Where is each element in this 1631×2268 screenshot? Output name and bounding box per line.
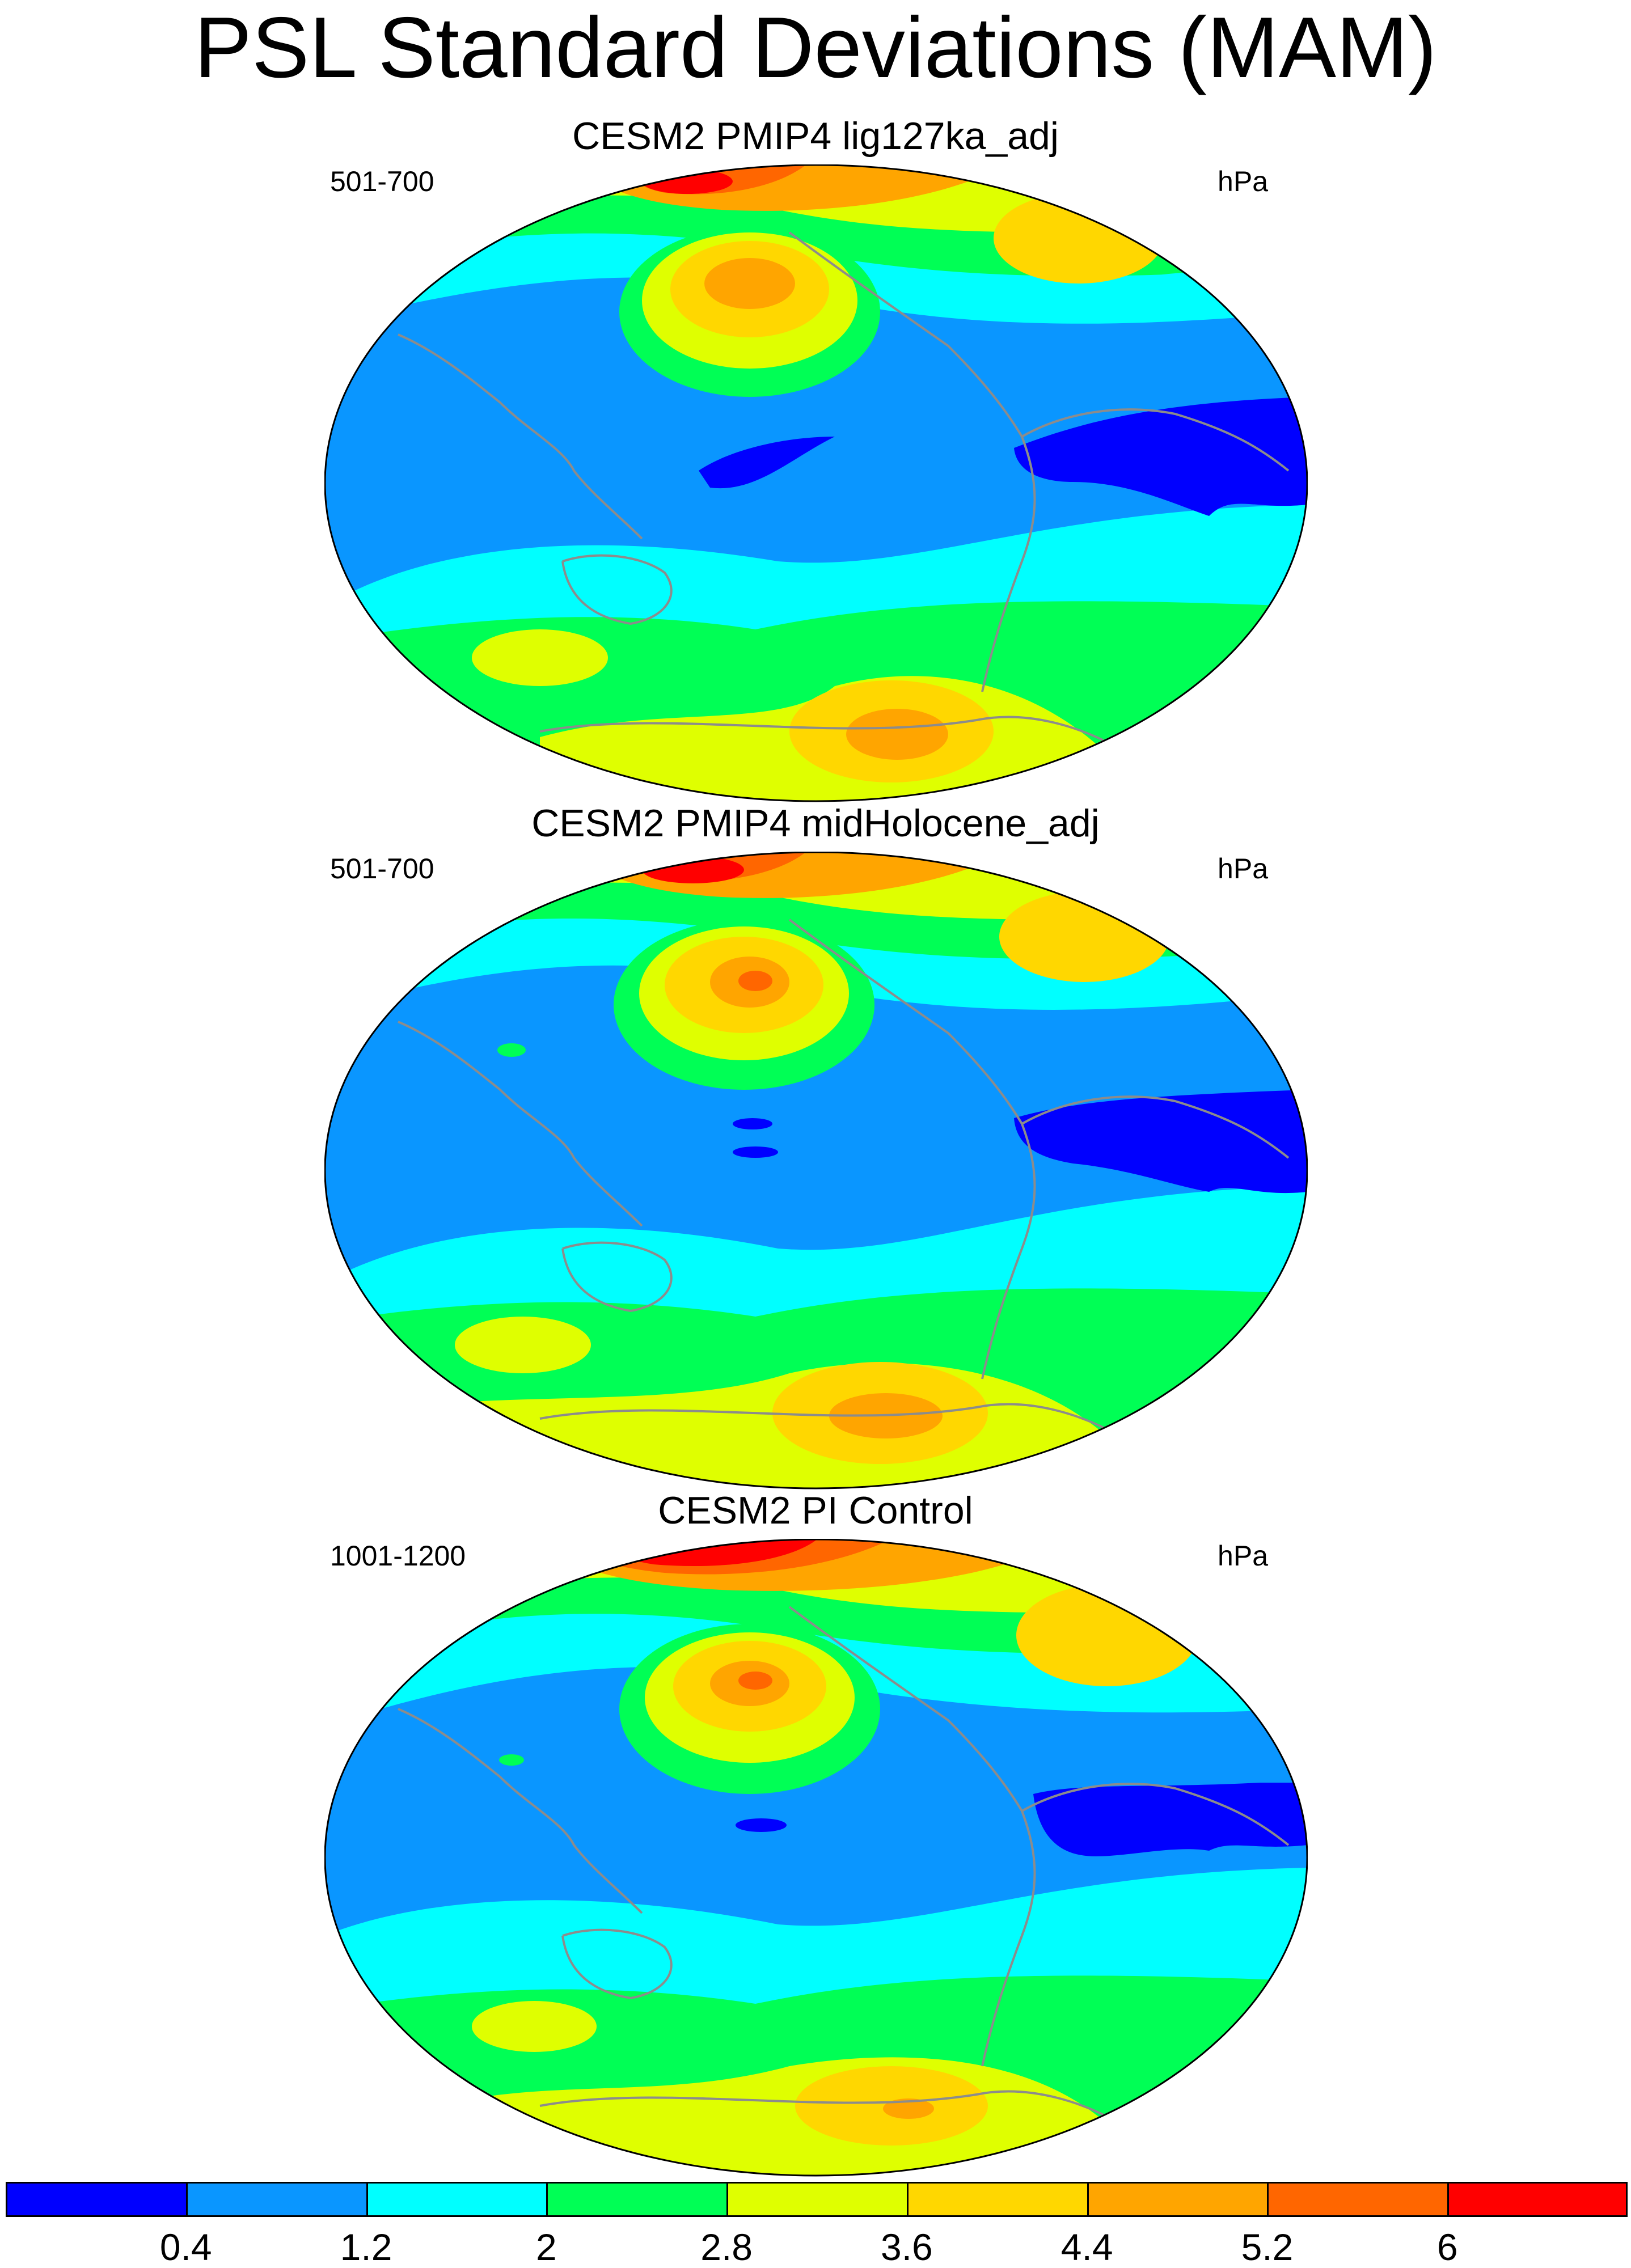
contour-band-2.8-3.6 xyxy=(472,2001,597,2052)
contour-band-2-2.8 xyxy=(497,1043,526,1057)
contour-band-1.2-2 xyxy=(1113,272,1294,318)
labelbar-tick-label: 3.6 xyxy=(881,2226,933,2268)
contour-band-lt-0.4 xyxy=(1014,1090,1308,1194)
psl-std-map xyxy=(324,1539,1308,2177)
labelbar-tick-label: 0.4 xyxy=(159,2226,212,2268)
contour-band-2-2.8 xyxy=(499,1754,524,1766)
contour-band-5.2-6 xyxy=(738,971,772,991)
contour-band-lt-0.4 xyxy=(1014,397,1308,516)
coastlines xyxy=(398,231,1290,750)
contour-band-5.2-6 xyxy=(738,1672,772,1690)
units-label: hPa xyxy=(1218,853,1268,885)
map-outline xyxy=(324,1539,1308,2177)
map-panel-lig127ka: CESM2 PMIP4 lig127ka_adj 501-700 hPa xyxy=(0,113,1631,802)
color-labelbar xyxy=(6,2182,1628,2219)
contour-band-lt-0.4 xyxy=(733,1118,772,1129)
labelbar-tick-label: 2 xyxy=(535,2226,557,2268)
contour-band-2.8-3.6 xyxy=(455,1317,591,1373)
contour-band-3.6-4.4 xyxy=(1016,1584,1198,1686)
labelbar-color-box xyxy=(726,2182,907,2217)
labelbar-tick-label: 2.8 xyxy=(700,2226,753,2268)
contour-band-3.6-4.4 xyxy=(999,891,1169,982)
contour-band-lt-0.4 xyxy=(1033,1783,1308,1856)
contour-band-lt-0.4 xyxy=(736,1818,787,1832)
contour-band-3.6-4.4 xyxy=(994,193,1164,284)
labelbar-tick-label: 1.2 xyxy=(340,2226,392,2268)
coastlines xyxy=(398,919,1290,1437)
map-outline xyxy=(324,164,1308,802)
labelbar-tick-label: 5.2 xyxy=(1241,2226,1294,2268)
labelbar-color-box xyxy=(546,2182,727,2217)
labelbar-color-box xyxy=(6,2182,186,2217)
year-range-label: 1001-1200 xyxy=(330,1540,466,1572)
psl-std-map xyxy=(324,852,1308,1490)
contour-band-4.4-5.2 xyxy=(883,2098,934,2119)
contour-band-gt-6 xyxy=(642,169,733,194)
labelbar-color-box xyxy=(906,2182,1087,2217)
contour-band-lt-0.4 xyxy=(733,1146,778,1158)
contour-band-lt-0.4 xyxy=(699,437,835,489)
contour-band-4.4-5.2 xyxy=(846,709,948,760)
coastlines xyxy=(398,1606,1290,2124)
year-range-label: 501-700 xyxy=(330,166,434,197)
map-outline xyxy=(324,852,1308,1490)
panel-title: CESM2 PI Control xyxy=(658,1489,973,1532)
labelbar-tick-label: 6 xyxy=(1436,2226,1458,2268)
labelbar-color-box xyxy=(1087,2182,1267,2217)
units-label: hPa xyxy=(1218,166,1268,197)
labelbar-tick-label: 4.4 xyxy=(1060,2226,1113,2268)
map-panel-pi-control: CESM2 PI Control 1001-1200 hPa xyxy=(0,1488,1631,2177)
panel-title: CESM2 PMIP4 lig127ka_adj xyxy=(572,115,1059,158)
year-range-label: 501-700 xyxy=(330,853,434,885)
labelbar-color-box xyxy=(1267,2182,1448,2217)
contour-band-4.4-5.2 xyxy=(704,258,795,309)
units-label: hPa xyxy=(1218,1540,1268,1572)
labelbar-color-box xyxy=(366,2182,547,2217)
panel-title: CESM2 PMIP4 midHolocene_adj xyxy=(531,802,1100,845)
labelbar-color-box xyxy=(185,2182,366,2217)
map-panel-midholocene: CESM2 PMIP4 midHolocene_adj 501-700 hPa xyxy=(0,801,1631,1490)
psl-std-map xyxy=(324,164,1308,802)
figure-title: PSL Standard Deviations (MAM) xyxy=(194,0,1437,96)
contour-band-2.8-3.6 xyxy=(472,629,608,686)
labelbar-color-box xyxy=(1447,2182,1628,2217)
